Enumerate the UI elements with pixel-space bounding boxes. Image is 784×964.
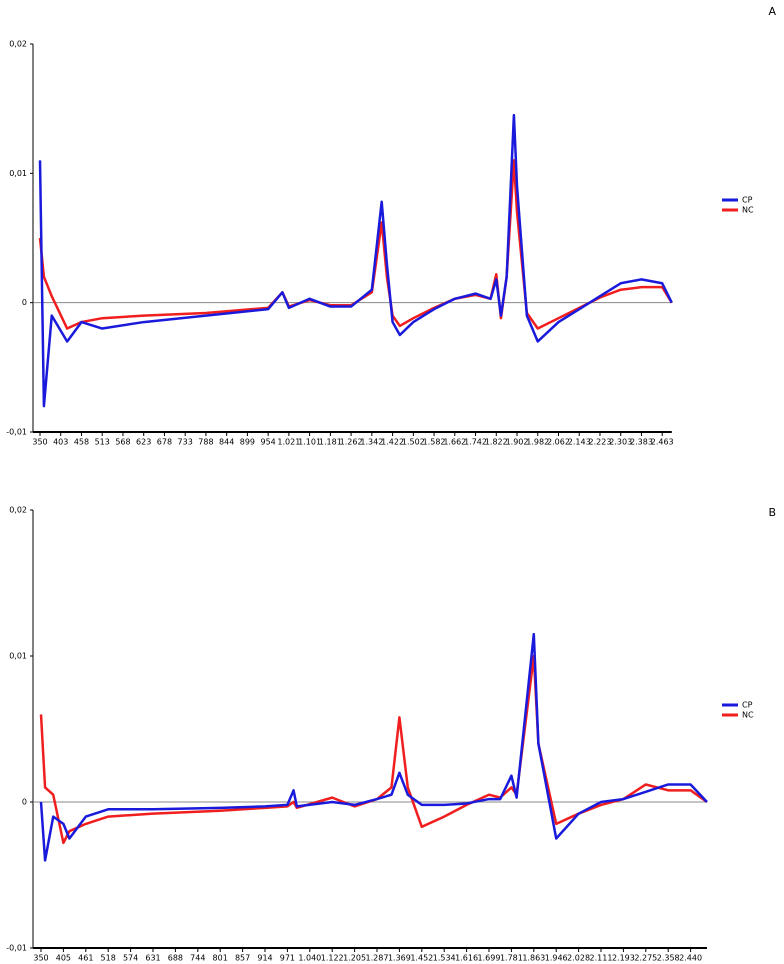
x-tick-label: 350 <box>32 438 47 447</box>
x-tick-label: 914 <box>257 954 272 963</box>
x-tick-label: 1.781 <box>500 954 523 963</box>
x-tick-label: 744 <box>190 954 205 963</box>
y-tick-label: -0,01 <box>6 428 27 437</box>
y-tick-label: 0 <box>22 298 27 307</box>
y-tick-label: 0,02 <box>9 506 27 515</box>
x-tick-label: 1.662 <box>443 438 466 447</box>
x-tick-label: 2.028 <box>567 954 590 963</box>
x-tick-label: 1.822 <box>485 438 508 447</box>
x-tick-label: 1.946 <box>545 954 568 963</box>
x-tick-label: 788 <box>198 438 213 447</box>
panel-label: B <box>768 506 776 519</box>
x-tick-label: 688 <box>168 954 183 963</box>
x-tick-label: 733 <box>178 438 193 447</box>
x-tick-label: 1.181 <box>319 438 342 447</box>
x-tick-label: 2.193 <box>612 954 635 963</box>
spectrum-line <box>39 654 708 845</box>
x-tick-label: 1.616 <box>455 954 478 963</box>
x-tick-label: 1.040 <box>298 954 321 963</box>
x-tick-label: 857 <box>235 954 250 963</box>
spectrum-line <box>38 159 673 330</box>
x-tick-label: 623 <box>136 438 151 447</box>
y-tick-label: 0 <box>22 798 27 807</box>
x-tick-label: 1.982 <box>526 438 549 447</box>
x-tick-label: 1.021 <box>277 438 300 447</box>
x-tick-label: 574 <box>123 954 138 963</box>
x-tick-label: 1.452 <box>410 954 433 963</box>
x-tick-label: 1.502 <box>402 438 425 447</box>
x-tick-label: 350 <box>33 954 48 963</box>
x-tick-label: 2.303 <box>609 438 632 447</box>
x-tick-label: 2.463 <box>651 438 674 447</box>
x-tick-label: 403 <box>53 438 68 447</box>
x-tick-label: 518 <box>101 954 116 963</box>
y-tick-label: 0,01 <box>9 169 27 178</box>
legend-label: NC <box>742 206 754 215</box>
y-tick-label: 0,01 <box>9 652 27 661</box>
x-tick-label: 2.111 <box>590 954 613 963</box>
spectrum-line <box>39 632 708 862</box>
x-tick-label: 1.122 <box>321 954 344 963</box>
legend-label: CP <box>742 701 753 710</box>
x-tick-label: 678 <box>157 438 172 447</box>
x-tick-label: 2.143 <box>568 438 591 447</box>
x-tick-label: 568 <box>115 438 130 447</box>
x-tick-label: 1.902 <box>506 438 529 447</box>
x-tick-label: 1.582 <box>423 438 446 447</box>
x-tick-label: 801 <box>213 954 228 963</box>
x-tick-label: 1.534 <box>433 954 456 963</box>
x-tick-label: 1.422 <box>381 438 404 447</box>
x-tick-label: 1.863 <box>522 954 545 963</box>
x-tick-label: 2.358 <box>657 954 680 963</box>
panel-label: A <box>768 5 776 18</box>
x-tick-label: 2.062 <box>547 438 570 447</box>
x-tick-label: 1.699 <box>478 954 501 963</box>
x-tick-label: 1.742 <box>464 438 487 447</box>
x-tick-label: 2.440 <box>679 954 702 963</box>
x-tick-label: 1.369 <box>388 954 411 963</box>
x-tick-label: 1.205 <box>343 954 366 963</box>
spectrum-line <box>38 113 673 408</box>
x-tick-label: 513 <box>95 438 110 447</box>
x-tick-label: 2.223 <box>589 438 612 447</box>
x-tick-label: 971 <box>280 954 295 963</box>
y-tick-label: -0,01 <box>6 944 27 953</box>
legend-label: CP <box>742 196 753 205</box>
x-tick-label: 1.287 <box>366 954 389 963</box>
x-tick-label: 2.275 <box>634 954 657 963</box>
x-tick-label: 458 <box>74 438 89 447</box>
x-tick-label: 844 <box>219 438 234 447</box>
x-tick-label: 1.262 <box>340 438 363 447</box>
x-tick-label: 631 <box>145 954 160 963</box>
x-tick-label: 461 <box>78 954 93 963</box>
x-tick-label: 1.101 <box>298 438 321 447</box>
legend-label: NC <box>742 711 754 720</box>
y-tick-label: 0,02 <box>9 40 27 49</box>
x-tick-label: 2.383 <box>630 438 653 447</box>
x-tick-label: 405 <box>56 954 71 963</box>
x-tick-label: 954 <box>260 438 275 447</box>
x-tick-label: 1.342 <box>360 438 383 447</box>
x-tick-label: 899 <box>240 438 255 447</box>
